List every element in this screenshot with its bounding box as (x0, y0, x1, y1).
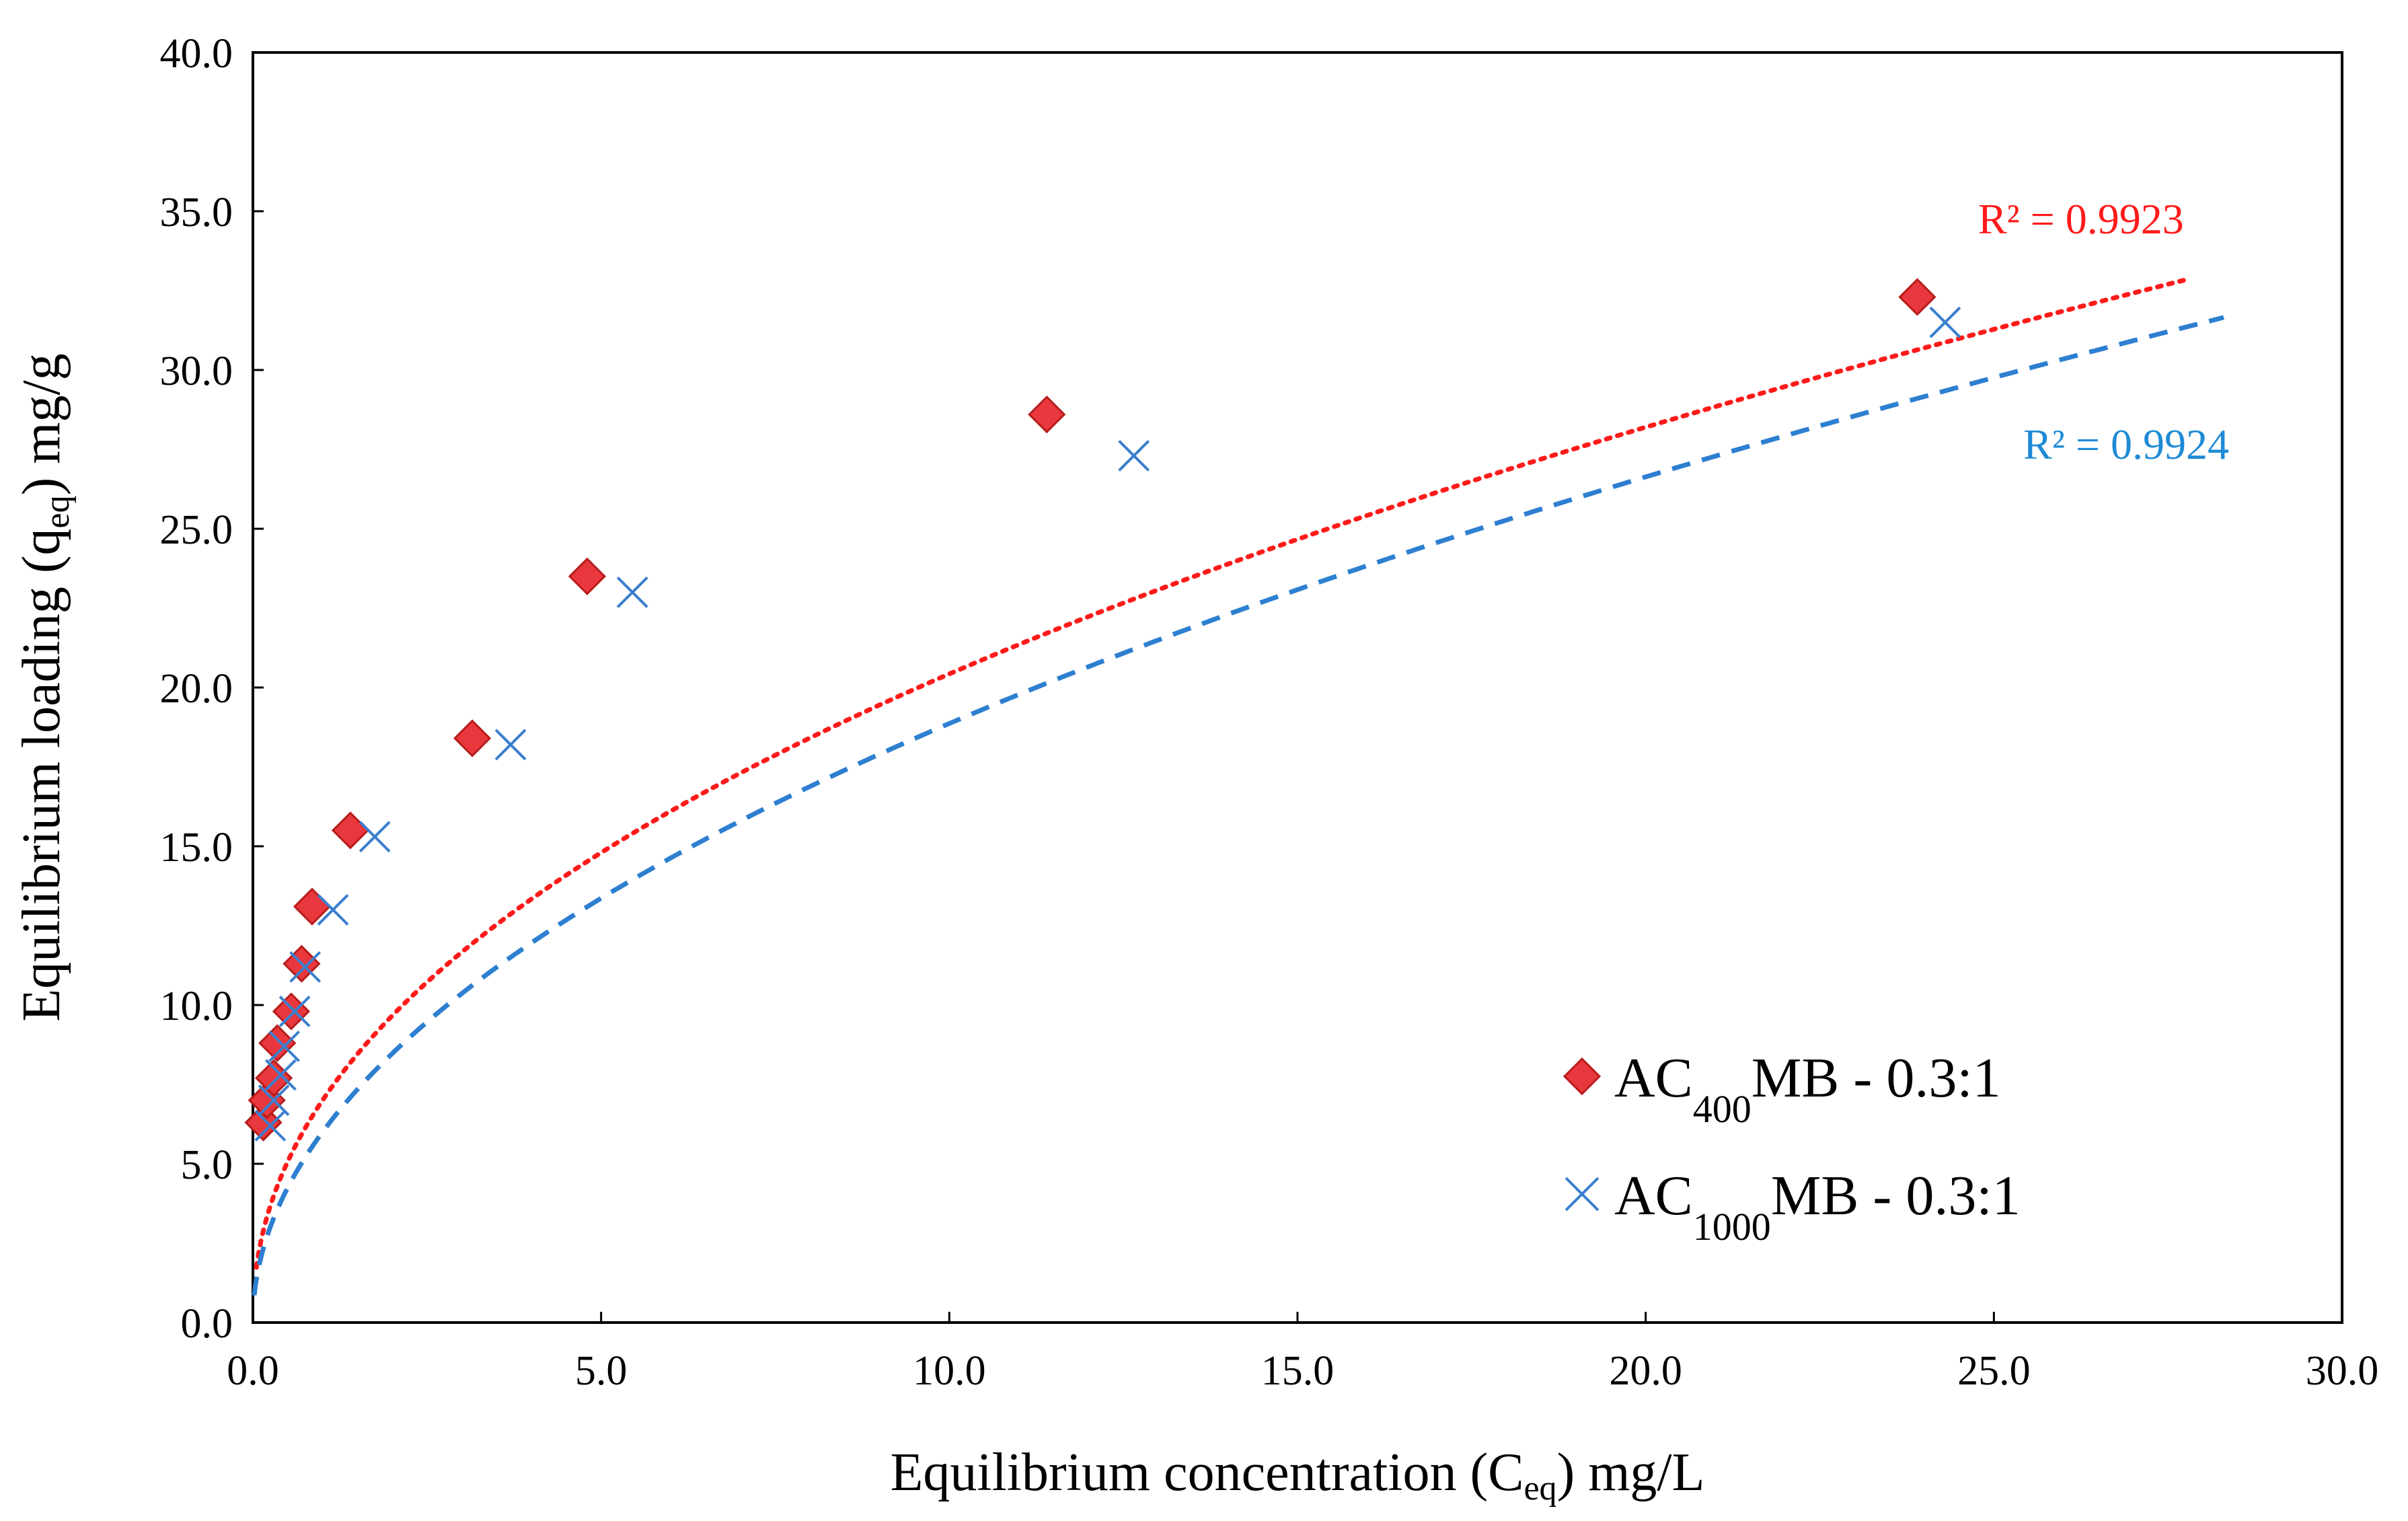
y-tick-label: 15.0 (160, 825, 233, 870)
data-point-ac1000 (254, 1109, 287, 1142)
data-point-ac1000 (278, 996, 311, 1027)
y-tick-label: 0.0 (181, 1301, 233, 1347)
legend-label-subscript: 400 (1693, 1087, 1752, 1131)
data-point-ac1000 (1118, 440, 1150, 472)
x-axis-title-tail: ) mg/L (1557, 1443, 1705, 1502)
x-tick-label: 25.0 (1957, 1348, 2031, 1394)
data-point-ac1000 (494, 729, 527, 761)
y-tick-label: 5.0 (181, 1142, 233, 1188)
r2-label-ac1000: R² = 0.9924 (2023, 420, 2229, 468)
legend-marker-diamond (1563, 1057, 1602, 1096)
data-point-ac1000 (258, 1084, 290, 1117)
data-point-ac400 (1898, 278, 1936, 316)
y-tick-label: 40.0 (160, 31, 233, 77)
x-axis-title: Equilibrium concentration (Ceq) mg/L (890, 1443, 1704, 1508)
y-tick-label: 20.0 (160, 666, 233, 712)
legend-label-prefix: AC (1614, 1047, 1693, 1109)
x-tick-label: 5.0 (575, 1348, 628, 1394)
legend-marker-x (1565, 1177, 1600, 1212)
data-markers (244, 278, 1961, 1142)
legend-label-suffix: MB - 0.3:1 (1752, 1047, 2001, 1109)
y-tick-label: 30.0 (160, 348, 233, 394)
x-axis-title-main: Equilibrium concentration (C (890, 1443, 1523, 1502)
data-point-ac1000 (268, 1030, 301, 1062)
y-tick-label: 10.0 (160, 984, 233, 1029)
y-axis-title: Equilibrium loading (qeq) mg/g (12, 353, 77, 1021)
data-point-ac400 (1028, 395, 1066, 434)
x-axis-ticks: 0.0 5.0 10.0 15.0 20.0 25.0 30.0 (227, 1312, 2378, 1394)
legend-label-prefix: AC (1614, 1164, 1693, 1227)
data-point-ac1000 (359, 821, 391, 853)
trendlines (252, 276, 2224, 1296)
legend-label-1: AC400MB - 0.3:1 (1614, 1047, 2001, 1131)
legend-label-suffix: MB - 0.3:1 (1771, 1164, 2021, 1227)
data-point-ac400 (568, 557, 607, 595)
legend-label-subscript: 1000 (1693, 1205, 1771, 1249)
y-axis-title-main: Equilibrium loading (q (12, 528, 71, 1021)
data-point-ac400 (272, 992, 311, 1031)
x-tick-label: 0.0 (227, 1348, 279, 1394)
data-point-ac400 (453, 719, 492, 757)
x-tick-label: 20.0 (1609, 1348, 1682, 1394)
y-axis-title-tail: ) mg/g (12, 353, 71, 495)
x-axis-title-subscript: eq (1523, 1469, 1556, 1508)
data-point-ac1000 (317, 893, 349, 926)
x-tick-label: 30.0 (2306, 1348, 2379, 1394)
trendline-series-1 (254, 276, 2191, 1270)
y-axis-ticks: 0.0 5.0 10.0 15.0 20.0 25.0 30.0 35.0 40.0 (160, 31, 264, 1347)
x-tick-label: 10.0 (913, 1348, 986, 1394)
y-tick-label: 25.0 (160, 507, 233, 553)
data-point-ac400 (254, 1059, 293, 1097)
data-point-ac400 (258, 1024, 297, 1062)
legend-label-2: AC1000MB - 0.3:1 (1614, 1164, 2021, 1249)
data-point-ac1000 (1929, 306, 1961, 338)
data-point-ac1000 (264, 1059, 297, 1091)
data-point-ac1000 (616, 576, 648, 608)
trendline-series-2 (252, 315, 2224, 1296)
r2-label-ac400: R² = 0.9923 (1978, 195, 2184, 243)
x-tick-label: 15.0 (1261, 1348, 1334, 1394)
y-axis-title-subscript: eq (38, 495, 77, 528)
y-tick-label: 35.0 (160, 190, 233, 235)
data-point-ac1000 (289, 951, 322, 983)
